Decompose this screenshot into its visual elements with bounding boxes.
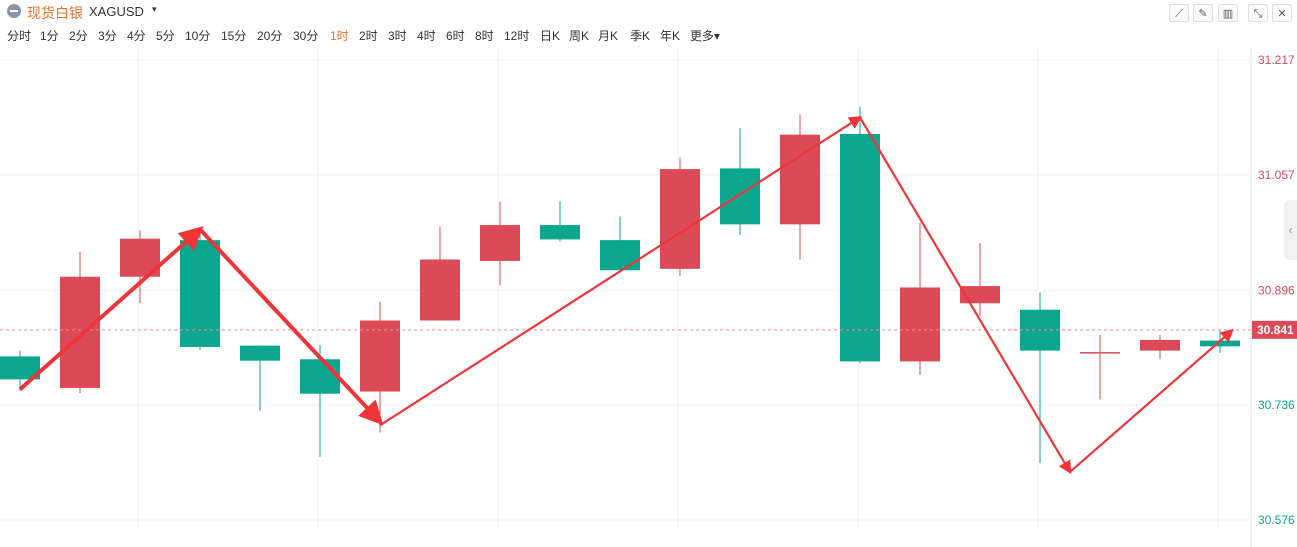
instrument-symbol[interactable]: XAGUSD bbox=[89, 4, 144, 19]
y-tick-label-3: 30.736 bbox=[1258, 398, 1295, 412]
candle-body-5 bbox=[300, 359, 340, 394]
candle-body-16 bbox=[960, 286, 1000, 304]
period-18[interactable]: 周K bbox=[569, 29, 590, 43]
candle-body-1 bbox=[60, 276, 100, 388]
period-17[interactable]: 日K bbox=[540, 29, 561, 43]
chart-header: 现货白银 XAGUSD ▾ ⟋ ✎ ▥ ⤡ ✕ bbox=[0, 0, 1297, 22]
trend-arrow-3 bbox=[859, 116, 1072, 475]
candle-body-10 bbox=[600, 240, 640, 271]
draw-line-tool-icon[interactable]: ⟋ bbox=[1169, 4, 1189, 22]
last-price-tag bbox=[1252, 320, 1297, 339]
trend-arrow-2 bbox=[379, 115, 863, 427]
pencil-tool-icon[interactable]: ✎ bbox=[1193, 4, 1213, 22]
close-icon[interactable]: ✕ bbox=[1272, 4, 1292, 22]
y-tick-label-0: 31.217 bbox=[1258, 53, 1295, 67]
period-1[interactable]: 1分 bbox=[40, 29, 59, 43]
period-7[interactable]: 15分 bbox=[221, 29, 247, 43]
period-10[interactable]: 1时 bbox=[330, 29, 349, 43]
y-tick-label-1: 31.057 bbox=[1258, 168, 1295, 182]
period-15[interactable]: 8时 bbox=[475, 29, 494, 43]
trend-arrow-0 bbox=[18, 226, 204, 391]
candle-body-15 bbox=[900, 287, 940, 362]
candle-body-12 bbox=[720, 168, 760, 225]
candle-body-19 bbox=[1140, 339, 1180, 351]
candle-body-13 bbox=[780, 134, 820, 225]
candle-body-4 bbox=[240, 345, 280, 361]
candle-body-6 bbox=[360, 320, 400, 392]
candle-body-0 bbox=[0, 356, 40, 380]
period-3[interactable]: 3分 bbox=[98, 29, 117, 43]
chevron-down-icon[interactable]: ▾ bbox=[152, 4, 157, 14]
y-tick-label-4: 30.576 bbox=[1258, 513, 1295, 527]
period-20[interactable]: 季K bbox=[630, 29, 651, 43]
period-2[interactable]: 2分 bbox=[69, 29, 88, 43]
shrink-icon[interactable]: ⤡ bbox=[1248, 4, 1268, 22]
period-4[interactable]: 4分 bbox=[127, 29, 146, 43]
period-6[interactable]: 10分 bbox=[185, 29, 211, 43]
candle-type-icon[interactable]: ▥ bbox=[1218, 4, 1238, 22]
last-price-label: 30.841 bbox=[1257, 323, 1294, 337]
trend-arrow-4 bbox=[1069, 328, 1234, 473]
candle-body-3 bbox=[180, 240, 220, 348]
period-21[interactable]: 年K bbox=[660, 29, 681, 43]
period-5[interactable]: 5分 bbox=[156, 29, 175, 43]
candle-body-18 bbox=[1080, 352, 1120, 354]
period-9[interactable]: 30分 bbox=[293, 29, 319, 43]
candle-body-9 bbox=[540, 225, 580, 240]
trend-arrow-1 bbox=[198, 227, 384, 426]
period-11[interactable]: 2时 bbox=[359, 29, 378, 43]
candle-body-20 bbox=[1200, 340, 1240, 347]
period-14[interactable]: 6时 bbox=[446, 29, 465, 43]
collapse-panel-handle[interactable]: ‹ bbox=[1284, 200, 1297, 260]
period-19[interactable]: 月K bbox=[598, 29, 619, 43]
candle-body-14 bbox=[840, 133, 880, 362]
y-tick-label-2: 30.896 bbox=[1258, 283, 1295, 297]
instrument-name[interactable]: 现货白银 bbox=[27, 5, 83, 21]
coin-icon bbox=[7, 4, 21, 18]
period-16[interactable]: 12时 bbox=[504, 29, 530, 43]
candle-body-11 bbox=[660, 169, 700, 269]
period-22[interactable]: 更多▾ bbox=[690, 29, 721, 43]
candle-body-8 bbox=[480, 225, 520, 261]
period-8[interactable]: 20分 bbox=[257, 29, 283, 43]
period-12[interactable]: 3时 bbox=[388, 29, 407, 43]
period-13[interactable]: 4时 bbox=[417, 29, 436, 43]
period-0[interactable]: 分时 bbox=[7, 29, 32, 43]
candle-body-7 bbox=[420, 259, 460, 321]
